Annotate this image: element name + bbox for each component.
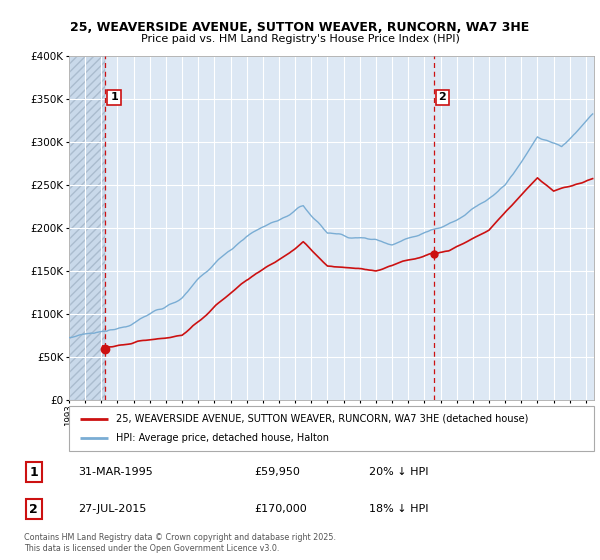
Text: £59,950: £59,950 xyxy=(254,467,300,477)
Text: 2: 2 xyxy=(29,502,38,516)
Text: 1: 1 xyxy=(110,92,118,102)
Text: 1: 1 xyxy=(29,465,38,479)
Text: 25, WEAVERSIDE AVENUE, SUTTON WEAVER, RUNCORN, WA7 3HE: 25, WEAVERSIDE AVENUE, SUTTON WEAVER, RU… xyxy=(70,21,530,34)
Text: 25, WEAVERSIDE AVENUE, SUTTON WEAVER, RUNCORN, WA7 3HE (detached house): 25, WEAVERSIDE AVENUE, SUTTON WEAVER, RU… xyxy=(116,413,529,423)
Text: 27-JUL-2015: 27-JUL-2015 xyxy=(78,504,146,514)
Text: £170,000: £170,000 xyxy=(254,504,307,514)
Text: 18% ↓ HPI: 18% ↓ HPI xyxy=(369,504,428,514)
Text: 31-MAR-1995: 31-MAR-1995 xyxy=(78,467,153,477)
Text: 20% ↓ HPI: 20% ↓ HPI xyxy=(369,467,428,477)
Text: Price paid vs. HM Land Registry's House Price Index (HPI): Price paid vs. HM Land Registry's House … xyxy=(140,34,460,44)
Text: Contains HM Land Registry data © Crown copyright and database right 2025.
This d: Contains HM Land Registry data © Crown c… xyxy=(24,533,336,553)
Text: 2: 2 xyxy=(439,92,446,102)
Text: HPI: Average price, detached house, Halton: HPI: Average price, detached house, Halt… xyxy=(116,433,329,444)
FancyBboxPatch shape xyxy=(69,406,594,451)
Bar xyxy=(69,56,106,400)
